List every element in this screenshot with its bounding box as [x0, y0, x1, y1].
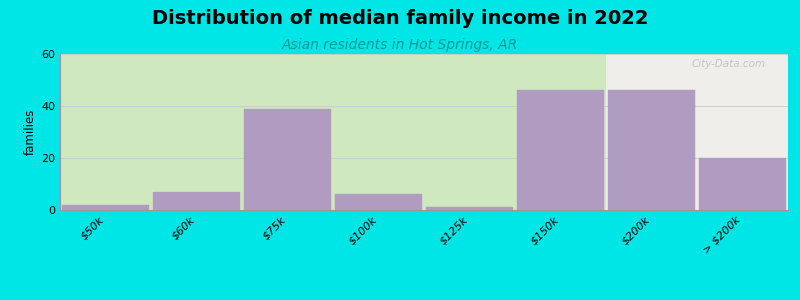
Bar	[606, 54, 788, 210]
Bar	[699, 158, 786, 210]
Bar	[154, 192, 240, 210]
Y-axis label: families: families	[24, 109, 37, 155]
Bar	[518, 90, 604, 210]
Bar	[244, 109, 330, 210]
Bar	[62, 205, 149, 210]
Bar	[426, 207, 513, 210]
Text: Asian residents in Hot Springs, AR: Asian residents in Hot Springs, AR	[282, 38, 518, 52]
Bar	[608, 90, 694, 210]
Bar	[335, 194, 422, 210]
Text: City-Data.com: City-Data.com	[692, 59, 766, 69]
Text: Distribution of median family income in 2022: Distribution of median family income in …	[152, 9, 648, 28]
